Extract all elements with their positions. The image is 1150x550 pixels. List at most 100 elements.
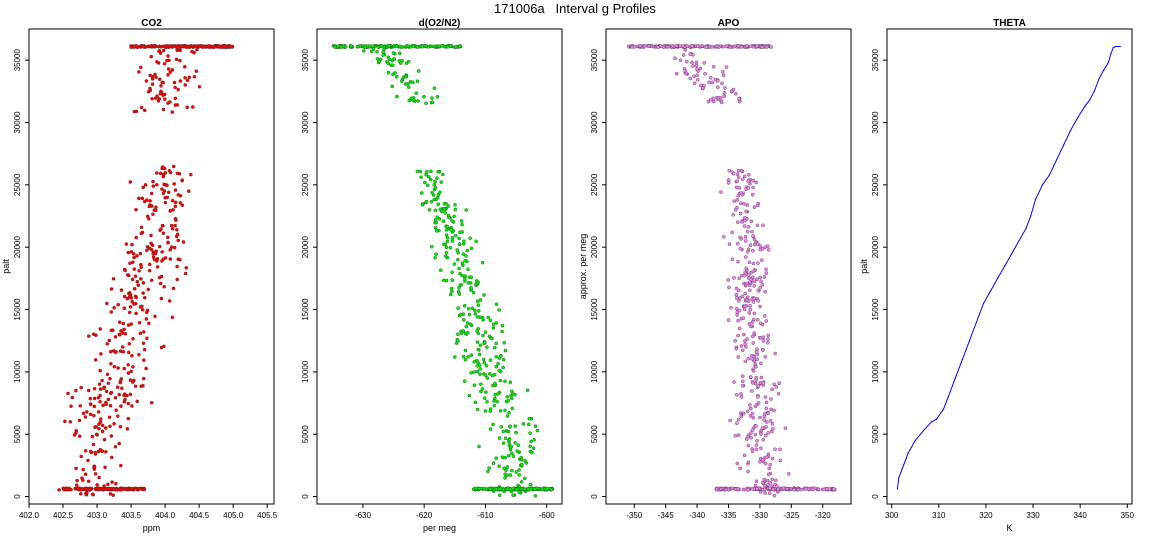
data-point xyxy=(736,44,741,48)
data-point xyxy=(162,62,167,66)
data-point xyxy=(175,171,180,176)
data-point xyxy=(478,343,483,347)
data-point xyxy=(93,450,97,455)
theta-point xyxy=(1110,53,1112,55)
data-point xyxy=(109,434,114,438)
data-point xyxy=(510,468,514,473)
data-point xyxy=(356,44,360,49)
data-point xyxy=(116,414,120,418)
theta-point xyxy=(961,358,964,360)
data-point xyxy=(721,70,725,74)
data-point xyxy=(508,473,513,477)
data-point xyxy=(755,439,759,443)
data-point xyxy=(74,466,78,471)
data-point xyxy=(200,45,205,49)
data-point xyxy=(122,366,126,371)
data-point xyxy=(123,397,127,402)
data-point xyxy=(751,269,756,274)
data-point xyxy=(477,309,481,313)
data-point xyxy=(746,356,750,361)
data-point xyxy=(736,241,740,246)
data-point xyxy=(500,455,505,459)
data-point xyxy=(724,65,729,69)
data-point xyxy=(170,227,175,231)
data-point xyxy=(133,274,138,278)
data-point xyxy=(483,409,488,413)
data-point xyxy=(128,305,133,309)
data-point xyxy=(475,315,480,319)
data-point xyxy=(391,72,395,77)
data-point xyxy=(723,86,727,90)
data-point xyxy=(726,181,731,185)
data-point xyxy=(165,183,169,188)
data-point xyxy=(533,494,538,498)
data-point xyxy=(161,48,166,53)
data-point xyxy=(429,169,433,174)
data-point xyxy=(134,207,138,212)
y-tick-label: 20000 xyxy=(590,236,599,259)
data-point xyxy=(733,339,737,343)
data-point xyxy=(746,186,751,190)
data-point xyxy=(747,311,752,315)
data-point xyxy=(737,186,742,190)
data-point xyxy=(718,96,723,100)
data-point xyxy=(108,424,112,429)
data-point xyxy=(137,320,142,325)
data-point xyxy=(501,441,506,445)
data-point xyxy=(457,266,461,271)
data-point xyxy=(441,172,445,177)
data-point xyxy=(126,250,131,255)
x-tick-label: -340 xyxy=(689,511,706,520)
theta-point xyxy=(1077,116,1079,119)
data-point xyxy=(112,421,116,426)
theta-point xyxy=(896,488,899,490)
data-point xyxy=(100,378,104,383)
data-point xyxy=(735,392,739,397)
data-point xyxy=(467,312,472,317)
data-point xyxy=(766,337,770,341)
data-point xyxy=(751,369,756,373)
data-point xyxy=(755,352,759,357)
data-point xyxy=(503,408,507,413)
data-point xyxy=(120,345,125,349)
data-point xyxy=(123,332,128,336)
data-point xyxy=(739,168,744,173)
data-point xyxy=(493,345,497,350)
panel-frame-3 xyxy=(886,28,1133,505)
data-point xyxy=(142,358,146,362)
data-point xyxy=(149,191,154,196)
data-point xyxy=(743,359,748,364)
x-tick-label: 300 xyxy=(885,511,899,520)
data-point xyxy=(133,384,138,388)
data-point xyxy=(88,402,93,407)
data-point xyxy=(690,60,694,65)
data-point xyxy=(111,493,115,497)
data-point xyxy=(453,203,457,207)
data-point xyxy=(746,179,750,183)
data-point xyxy=(704,45,709,49)
data-point xyxy=(162,97,167,101)
data-point xyxy=(772,408,776,413)
theta-point xyxy=(902,464,905,466)
data-point xyxy=(740,348,745,353)
data-point xyxy=(494,456,498,460)
series-3 xyxy=(896,45,1121,490)
data-point xyxy=(533,424,538,428)
data-point xyxy=(92,404,97,409)
data-point xyxy=(735,179,740,183)
data-point xyxy=(158,91,163,96)
data-point xyxy=(482,396,487,400)
data-point xyxy=(392,57,396,61)
data-point xyxy=(750,192,755,197)
data-point xyxy=(407,98,412,103)
data-point xyxy=(416,99,420,103)
data-point xyxy=(134,311,138,316)
data-point xyxy=(638,44,642,48)
data-point xyxy=(145,336,149,341)
data-point xyxy=(736,220,740,224)
data-point xyxy=(375,49,379,54)
y-tick-label: 5000 xyxy=(590,425,599,443)
data-point xyxy=(98,447,103,452)
data-point xyxy=(747,272,751,277)
data-point xyxy=(745,203,750,207)
